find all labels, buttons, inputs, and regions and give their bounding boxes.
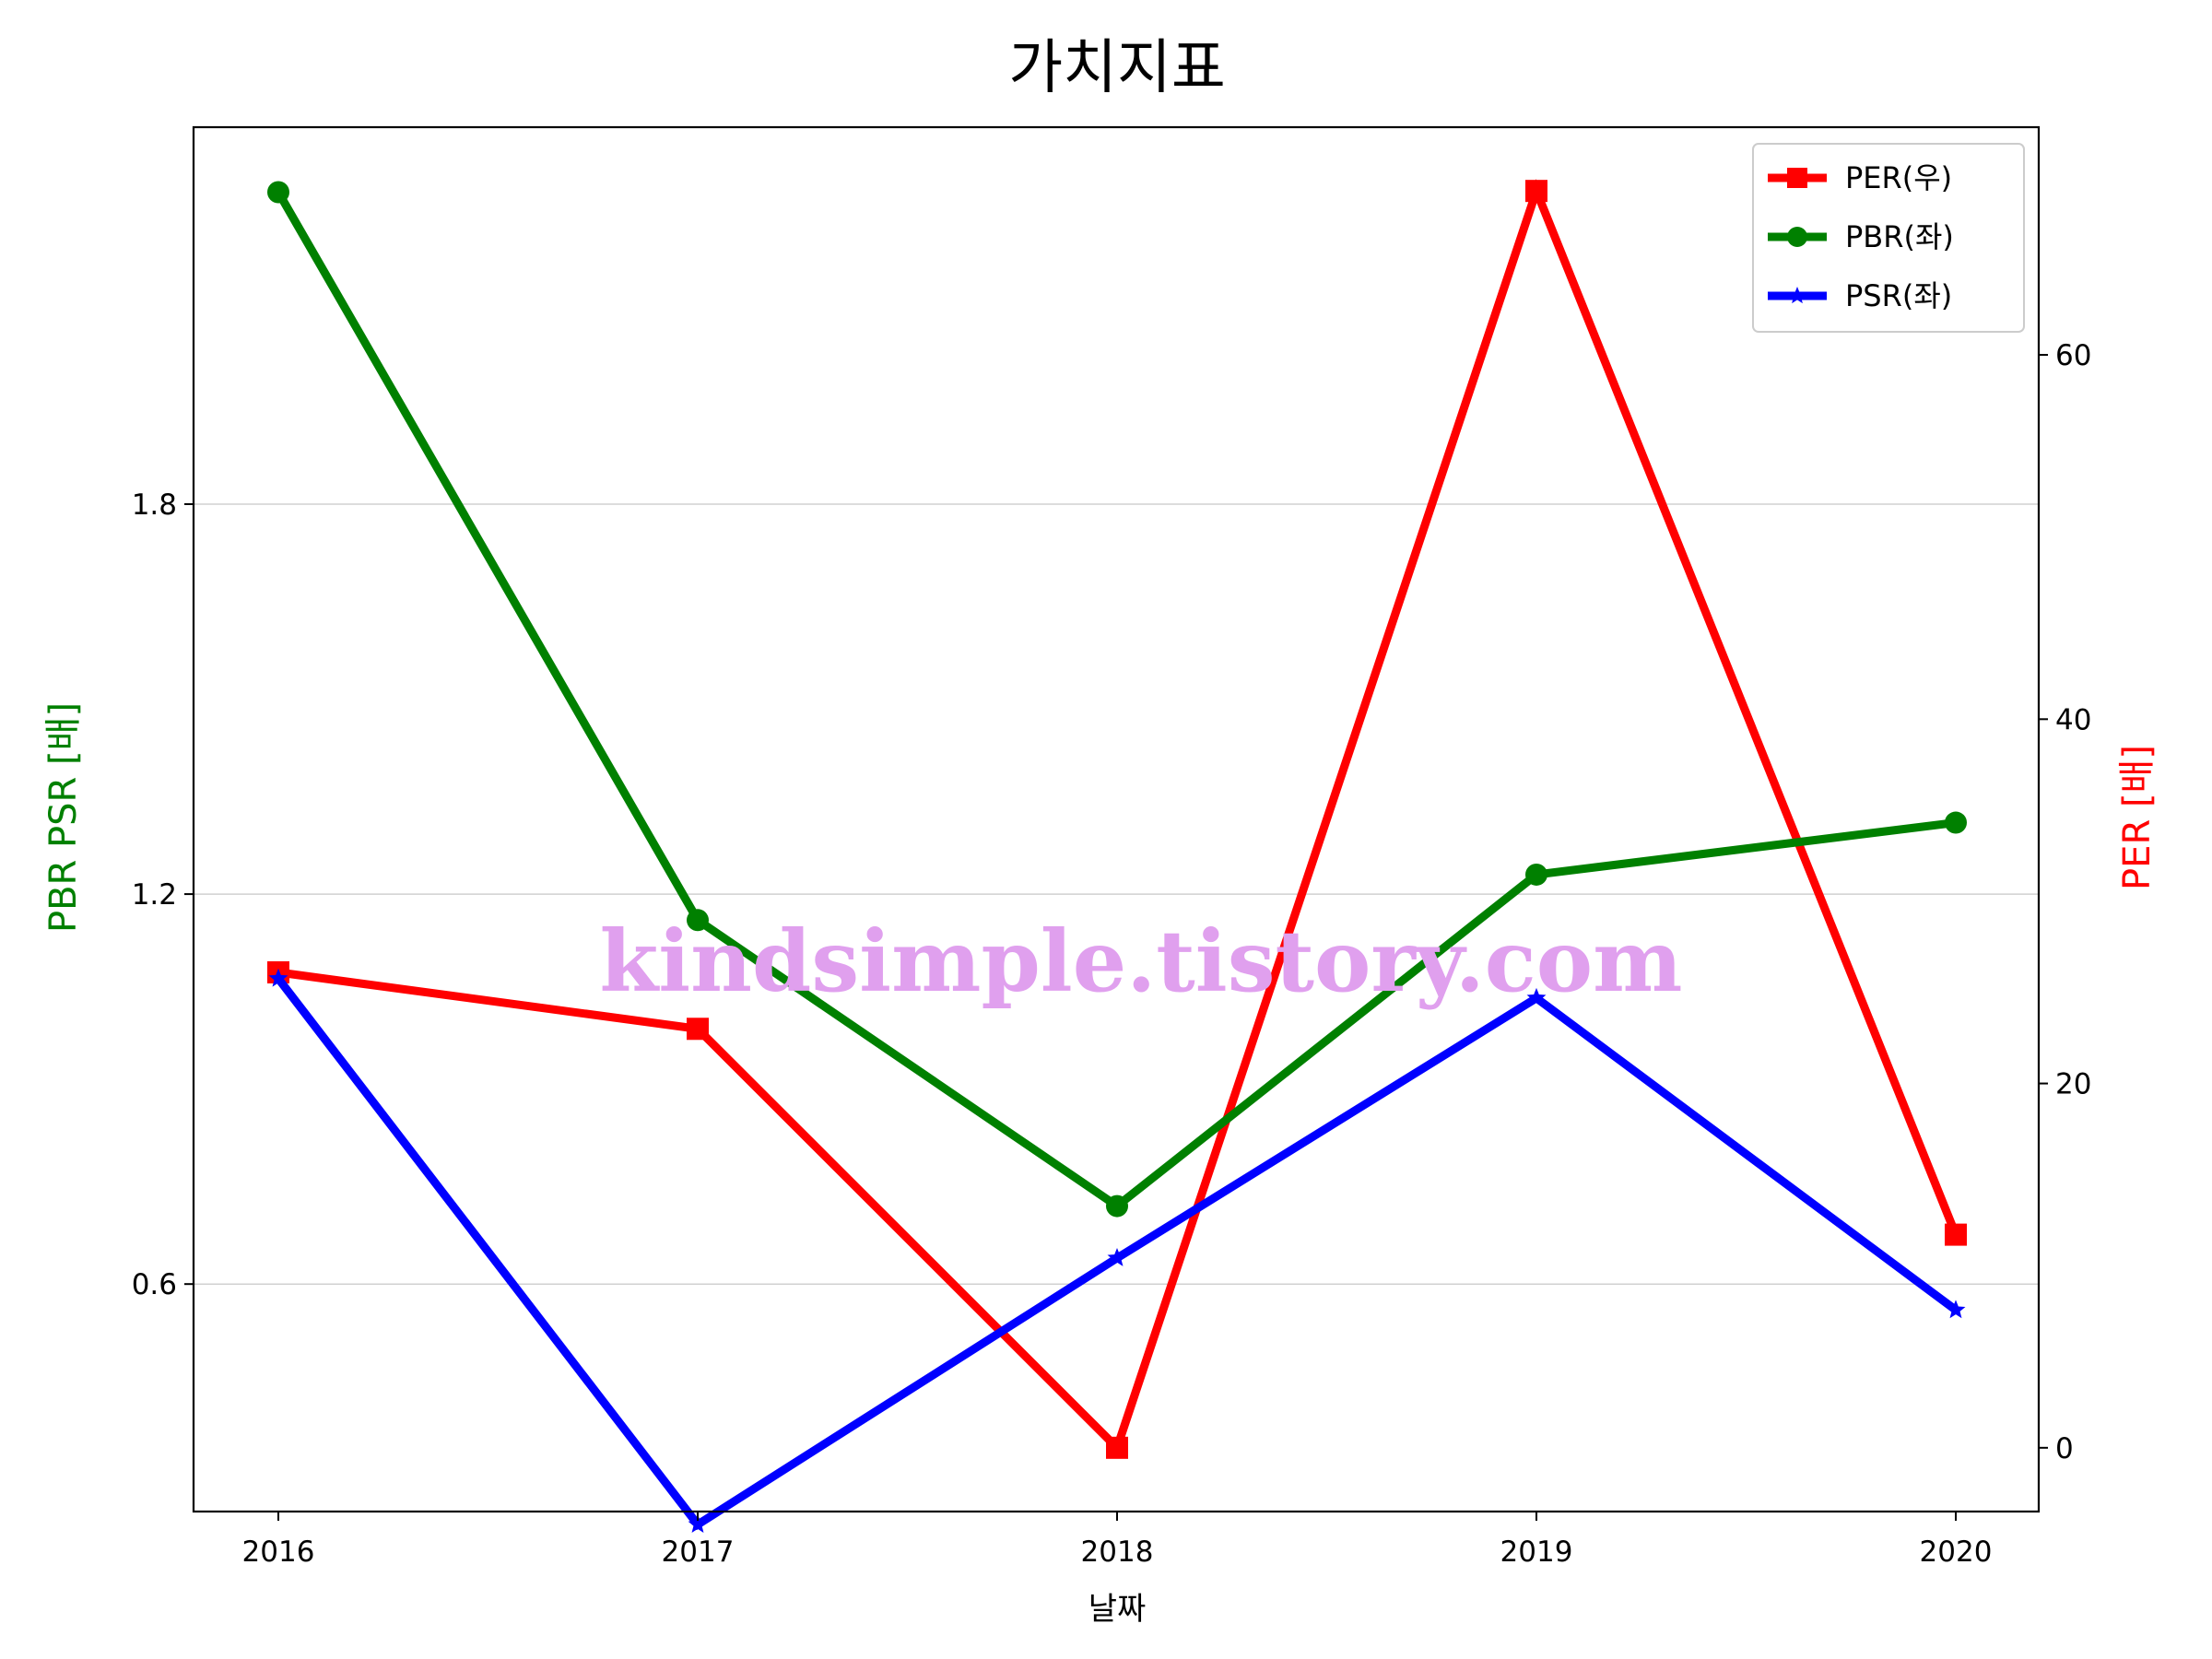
legend-swatch-marker — [1787, 168, 1807, 188]
y-axis-title-left: PBR PSR [배] — [42, 702, 85, 933]
y-right-tick-label: 0 — [2055, 1432, 2074, 1465]
legend-item: PBR(좌) — [1768, 219, 1954, 254]
data-point — [1946, 1300, 1966, 1319]
x-tick-label: 2017 — [662, 1535, 735, 1569]
data-point — [1525, 180, 1547, 203]
data-point — [267, 181, 289, 204]
data-point — [687, 1018, 709, 1041]
data-point — [688, 1514, 708, 1533]
watermark: kindsimple.tistory.com — [599, 912, 1682, 1011]
y-right-tick-label: 40 — [2055, 703, 2091, 736]
series-layer — [267, 179, 1967, 1533]
x-tick-label: 2020 — [1920, 1535, 1993, 1569]
series-PBR(좌) — [267, 181, 1967, 1218]
data-point — [1525, 863, 1547, 886]
data-point — [1107, 1247, 1127, 1266]
x-axis-title: 날짜 — [1088, 1591, 1147, 1628]
data-point — [268, 968, 288, 987]
data-point — [1945, 1223, 1967, 1246]
axes-layer: 2016 2017 2018 2019 2020 0.6 1.2 1.8 0 20 40 60 — [132, 125, 2091, 1569]
y-axis-title-right: PER [배] — [2116, 745, 2159, 890]
legend-swatch-marker — [1787, 227, 1807, 247]
data-point — [1945, 811, 1967, 834]
legend-box — [1752, 143, 2025, 333]
legend-item: PSR(좌) — [1768, 278, 1952, 313]
data-point — [687, 909, 709, 932]
plot-frame — [192, 125, 2041, 1513]
grid-layer — [194, 503, 2039, 1285]
y-right-tick-label: 20 — [2055, 1068, 2091, 1101]
series-PER(우) — [267, 179, 1967, 1459]
data-point — [1106, 1194, 1128, 1218]
series-line — [275, 190, 1957, 1212]
series-PSR(좌) — [268, 968, 1966, 1533]
legend-label: PBR(좌) — [1845, 219, 1954, 254]
legend-item: PER(우) — [1768, 160, 1952, 195]
legend-label: PSR(좌) — [1845, 278, 1952, 313]
x-tick-label: 2018 — [1081, 1535, 1154, 1569]
y-right-tick-label: 60 — [2055, 339, 2091, 372]
data-point — [1526, 987, 1547, 1006]
x-tick-label: 2019 — [1500, 1535, 1573, 1569]
legend-label: PER(우) — [1845, 160, 1952, 195]
y-left-tick-label: 1.8 — [132, 488, 177, 522]
y-left-tick-label: 0.6 — [132, 1268, 177, 1301]
y-left-tick-label: 1.2 — [132, 878, 177, 912]
legend-swatch-marker — [1788, 287, 1806, 304]
data-point — [1106, 1436, 1128, 1459]
chart-title: 가치지표 — [1008, 34, 1226, 102]
x-tick-label: 2016 — [242, 1535, 315, 1569]
legend: PER(우) PBR(좌) PSR(좌) — [1752, 143, 2025, 333]
